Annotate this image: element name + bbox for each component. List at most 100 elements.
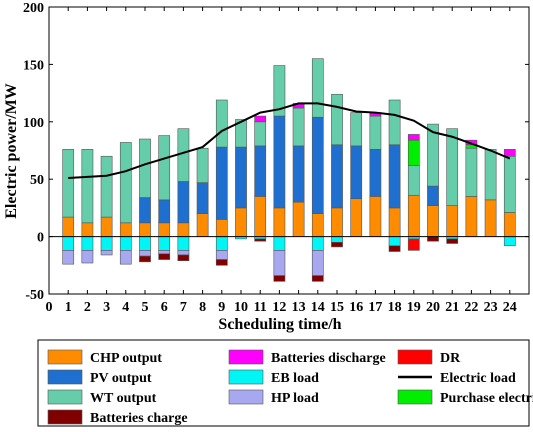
legend-label-pv-output: PV output xyxy=(90,371,152,386)
bar-purchase-electricity-h19 xyxy=(407,139,420,166)
x-tick-label-14: 14 xyxy=(311,300,325,315)
bar-wt-output-h20 xyxy=(427,123,439,187)
bar-pv-output-h8 xyxy=(196,182,209,214)
bar-chp-output-h2 xyxy=(81,222,94,237)
legend-box xyxy=(37,339,530,427)
bar-wt-output-h6 xyxy=(158,135,171,201)
bar-wt-output-h18 xyxy=(388,99,401,146)
bar-wt-output-h17 xyxy=(369,115,382,150)
bar-pv-output-h11 xyxy=(254,145,267,197)
bar-pv-output-h20 xyxy=(427,185,439,206)
bar-chp-output-h11 xyxy=(254,196,267,237)
x-tick-label-12: 12 xyxy=(272,300,286,315)
x-tick-label-17: 17 xyxy=(368,300,382,315)
bar-hp-load-h4 xyxy=(119,250,132,265)
bar-pv-output-h12 xyxy=(273,115,286,209)
bar-pv-output-h7 xyxy=(177,181,190,224)
bar-batteries-charge-h5 xyxy=(139,255,151,263)
bar-hp-load-h2 xyxy=(81,250,94,264)
bar-hp-load-h6 xyxy=(158,250,171,255)
bar-wt-output-h4 xyxy=(119,142,132,224)
legend-swatch-hp-load xyxy=(228,389,264,405)
bar-eb-load-h4 xyxy=(119,236,132,251)
bar-batteries-charge-h15 xyxy=(331,242,343,248)
x-tick-label-0: 0 xyxy=(46,300,53,315)
bar-batteries-charge-h7 xyxy=(177,254,190,262)
x-tick-label-10: 10 xyxy=(234,300,248,315)
bar-wt-output-h11 xyxy=(254,121,267,147)
legend-swatch-batteries-discharge xyxy=(228,349,264,365)
x-tick-label-13: 13 xyxy=(292,300,306,315)
bar-eb-load-h14 xyxy=(311,236,324,251)
legend-swatch-chp-output xyxy=(47,349,83,365)
x-tick-label-15: 15 xyxy=(330,300,344,315)
bar-wt-output-h22 xyxy=(465,147,478,197)
legend-label-eb-load: EB load xyxy=(271,371,319,386)
bar-wt-output-h12 xyxy=(273,65,286,117)
legend-swatch-wt-output xyxy=(47,389,83,405)
bar-batteries-charge-h6 xyxy=(158,253,171,260)
bar-wt-output-h2 xyxy=(81,149,94,224)
bar-batteries-charge-h11 xyxy=(254,238,267,242)
x-tick-label-3: 3 xyxy=(103,300,110,315)
bar-wt-output-h10 xyxy=(235,119,247,148)
bar-hp-load-h12 xyxy=(273,250,286,276)
bar-wt-output-h21 xyxy=(446,128,459,206)
bar-chp-output-h14 xyxy=(311,213,324,237)
y-tick-label-100: 100 xyxy=(23,116,44,131)
bar-wt-output-h13 xyxy=(292,107,305,147)
bar-hp-load-h1 xyxy=(62,250,75,265)
bar-batteries-charge-h20 xyxy=(427,236,439,242)
bar-chp-output-h7 xyxy=(177,222,190,237)
bar-pv-output-h9 xyxy=(215,146,228,220)
bar-eb-load-h5 xyxy=(139,236,151,251)
plot-area xyxy=(49,58,529,282)
x-tick-label-11: 11 xyxy=(254,300,267,315)
bar-chp-output-h17 xyxy=(369,196,382,237)
bar-wt-output-h1 xyxy=(62,149,75,218)
x-tick-label-23: 23 xyxy=(484,300,498,315)
bar-wt-output-h9 xyxy=(215,99,228,148)
x-tick-label-21: 21 xyxy=(445,300,459,315)
x-tick-label-20: 20 xyxy=(426,300,440,315)
electric-load-line xyxy=(68,102,511,180)
bar-wt-output-h3 xyxy=(100,155,113,218)
x-tick-label-2: 2 xyxy=(84,300,91,315)
x-tick-label-5: 5 xyxy=(142,300,149,315)
legend-swatch-dr xyxy=(397,349,433,365)
bar-dr-h19 xyxy=(407,238,420,251)
bar-chp-output-h8 xyxy=(196,213,209,237)
bar-chp-output-h20 xyxy=(427,205,439,237)
x-tick-label-16: 16 xyxy=(349,300,363,315)
bar-pv-output-h14 xyxy=(311,116,324,214)
bar-pv-output-h18 xyxy=(388,144,401,209)
bar-chp-output-h15 xyxy=(331,207,343,237)
x-tick-label-6: 6 xyxy=(161,300,168,315)
legend-label-electric-load: Electric load xyxy=(440,371,516,386)
bar-hp-load-h14 xyxy=(311,250,324,276)
bar-eb-load-h6 xyxy=(158,236,171,251)
legend-label-dr: DR xyxy=(440,351,461,366)
bar-batteries-charge-h21 xyxy=(446,238,459,244)
bar-wt-output-h15 xyxy=(331,93,343,146)
x-tick-label-4: 4 xyxy=(122,300,129,315)
bar-chp-output-h10 xyxy=(235,207,247,237)
bar-eb-load-h9 xyxy=(215,236,228,251)
legend-label-purchase-electricity: Purchase electricity xyxy=(440,391,533,406)
bar-chp-output-h13 xyxy=(292,201,305,237)
legend-label-chp-output: CHP output xyxy=(90,351,162,366)
bar-eb-load-h3 xyxy=(100,236,113,251)
bar-wt-output-h7 xyxy=(177,128,190,182)
x-tick-label-9: 9 xyxy=(218,300,225,315)
bar-pv-output-h10 xyxy=(235,146,247,209)
legend-label-wt-output: WT output xyxy=(90,391,157,406)
legend-swatch-purchase-electricity xyxy=(397,389,433,405)
bar-wt-output-h19 xyxy=(407,165,420,196)
bar-eb-load-h7 xyxy=(177,236,190,251)
y-tick-label-0: 0 xyxy=(37,231,44,246)
bar-batteries-charge-h12 xyxy=(273,275,286,282)
bar-hp-load-h7 xyxy=(177,250,190,256)
legend-label-batteries-charge: Batteries charge xyxy=(90,411,188,426)
plot-frame xyxy=(48,6,530,295)
x-axis-title: Scheduling time/h xyxy=(218,316,341,333)
